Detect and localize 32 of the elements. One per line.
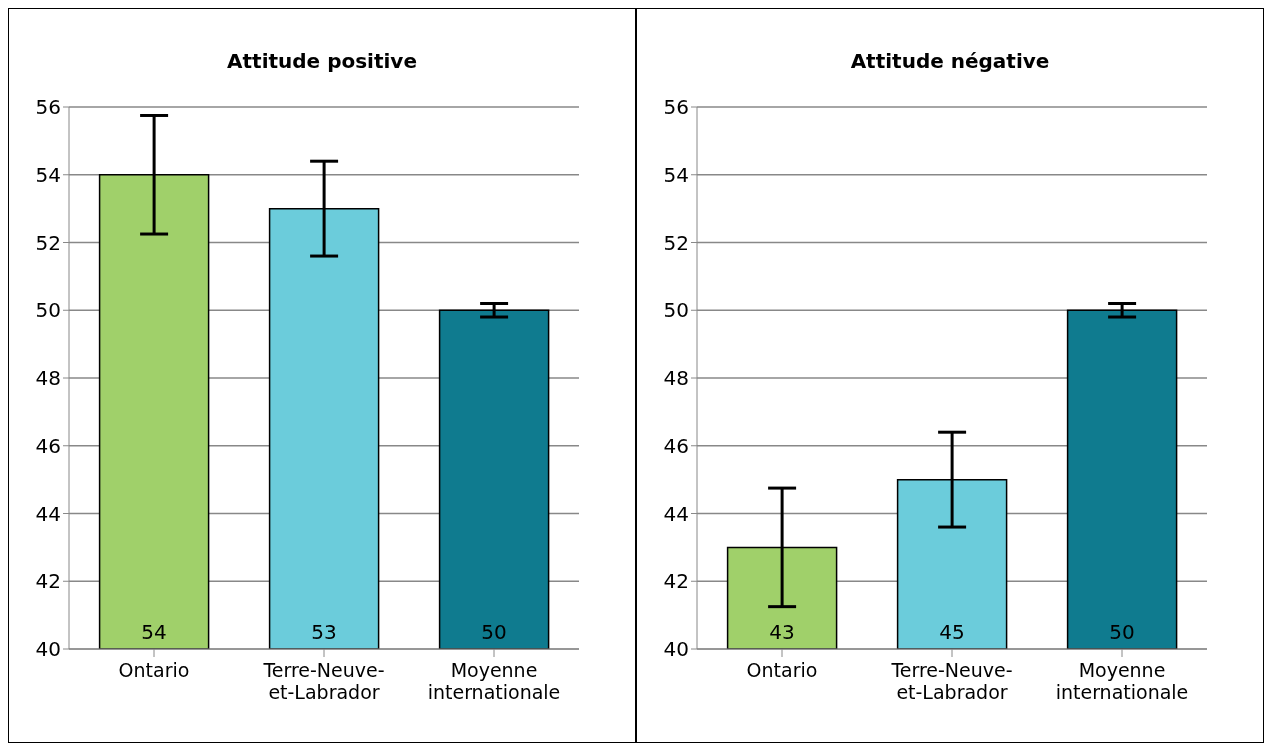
- y-tick-label: 48: [663, 366, 689, 391]
- x-tick-label: Ontario: [746, 659, 818, 681]
- x-tick-label: Moyenne internationale: [427, 659, 561, 703]
- y-tick-label: 56: [35, 95, 61, 120]
- x-tick-label: Ontario: [118, 659, 190, 681]
- x-tick-label: Terre-Neuve-et-Labrador: [890, 659, 1013, 703]
- y-tick-label: 54: [663, 162, 689, 187]
- y-tick-label: 40: [35, 637, 61, 662]
- chart-title: Attitude positive: [227, 49, 417, 73]
- x-tick-label: Moyenne internationale: [1055, 659, 1189, 703]
- data-label: 45: [939, 620, 965, 644]
- data-label: 43: [769, 620, 795, 644]
- y-tick-label: 52: [35, 230, 61, 255]
- y-tick-label: 52: [663, 230, 689, 255]
- data-label: 50: [1109, 620, 1135, 644]
- y-tick-label: 46: [663, 433, 689, 458]
- y-tick-label: 40: [663, 637, 689, 662]
- data-label: 53: [311, 620, 337, 644]
- y-tick-label: 50: [35, 298, 61, 323]
- y-tick-label: 42: [35, 569, 61, 594]
- y-tick-label: 56: [663, 95, 689, 120]
- y-tick-label: 50: [663, 298, 689, 323]
- data-label: 50: [481, 620, 507, 644]
- data-label: 54: [141, 620, 167, 644]
- chart-title: Attitude négative: [850, 49, 1050, 73]
- y-tick-label: 42: [663, 569, 689, 594]
- y-tick-label: 44: [35, 501, 61, 526]
- y-tick-label: 46: [35, 433, 61, 458]
- y-tick-label: 44: [663, 501, 689, 526]
- y-tick-label: 48: [35, 366, 61, 391]
- y-tick-label: 54: [35, 162, 61, 187]
- x-tick-label: Terre-Neuve-et-Labrador: [262, 659, 385, 703]
